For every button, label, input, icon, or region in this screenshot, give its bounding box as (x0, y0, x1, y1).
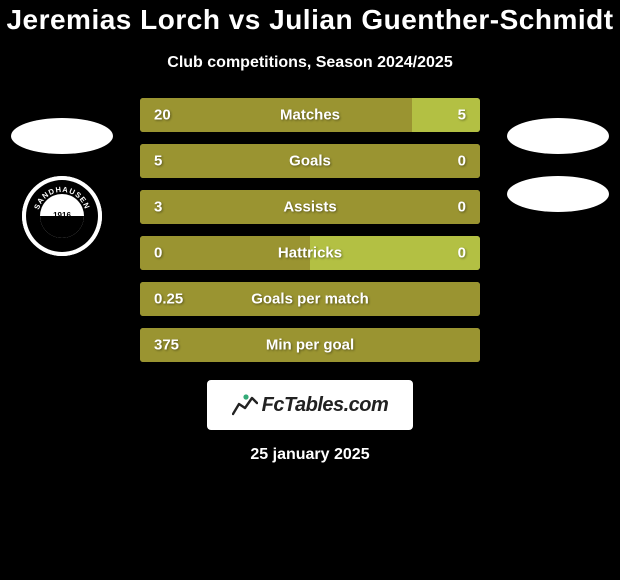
right-player-column (504, 118, 612, 234)
stat-row: 0 0 Hattricks (140, 236, 480, 270)
stat-label: Hattricks (278, 245, 342, 262)
branding-badge: FcTables.com (207, 380, 413, 430)
stat-value-left: 375 (154, 337, 179, 354)
player-photo-placeholder-left (11, 118, 113, 154)
stat-row: 0.25 Goals per match (140, 282, 480, 316)
stat-value-left: 5 (154, 153, 162, 170)
stat-row: 375 Min per goal (140, 328, 480, 362)
stats-bars: 20 5 Matches 5 0 Goals 3 0 Assists 0 0 Hattricks 0.2… (140, 98, 480, 362)
stat-label: Matches (280, 107, 340, 124)
stat-value-left: 20 (154, 107, 171, 124)
fctables-logo-icon (232, 394, 258, 416)
stat-bar-left-fill (140, 98, 412, 132)
stat-row: 3 0 Assists (140, 190, 480, 224)
stat-value-right: 0 (458, 245, 466, 262)
sandhausen-logo-icon: 1916 SANDHAUSEN SV (22, 176, 102, 256)
player-photo-placeholder-right (507, 118, 609, 154)
club-logo-placeholder-right (507, 176, 609, 212)
stat-value-right: 0 (458, 199, 466, 216)
date-label: 25 january 2025 (0, 446, 620, 464)
left-player-column: 1916 SANDHAUSEN SV (8, 118, 116, 256)
stat-row: 20 5 Matches (140, 98, 480, 132)
stat-value-right: 5 (458, 107, 466, 124)
stat-bar-right-fill (412, 98, 480, 132)
stat-value-right: 0 (458, 153, 466, 170)
stat-value-left: 3 (154, 199, 162, 216)
stat-label: Goals (289, 153, 331, 170)
stat-value-left: 0 (154, 245, 162, 262)
stat-label: Min per goal (266, 337, 354, 354)
svg-text:SV: SV (57, 195, 67, 202)
comparison-card: Jeremias Lorch vs Julian Guenther-Schmid… (0, 0, 620, 580)
page-title: Jeremias Lorch vs Julian Guenther-Schmid… (0, 4, 620, 36)
stat-label: Goals per match (251, 291, 369, 308)
stat-label: Assists (283, 199, 336, 216)
stat-value-left: 0.25 (154, 291, 183, 308)
page-subtitle: Club competitions, Season 2024/2025 (0, 54, 620, 72)
branding-text: FcTables.com (262, 394, 389, 417)
stat-row: 5 0 Goals (140, 144, 480, 178)
svg-text:1916: 1916 (53, 211, 71, 220)
club-logo-left: 1916 SANDHAUSEN SV (22, 176, 102, 256)
